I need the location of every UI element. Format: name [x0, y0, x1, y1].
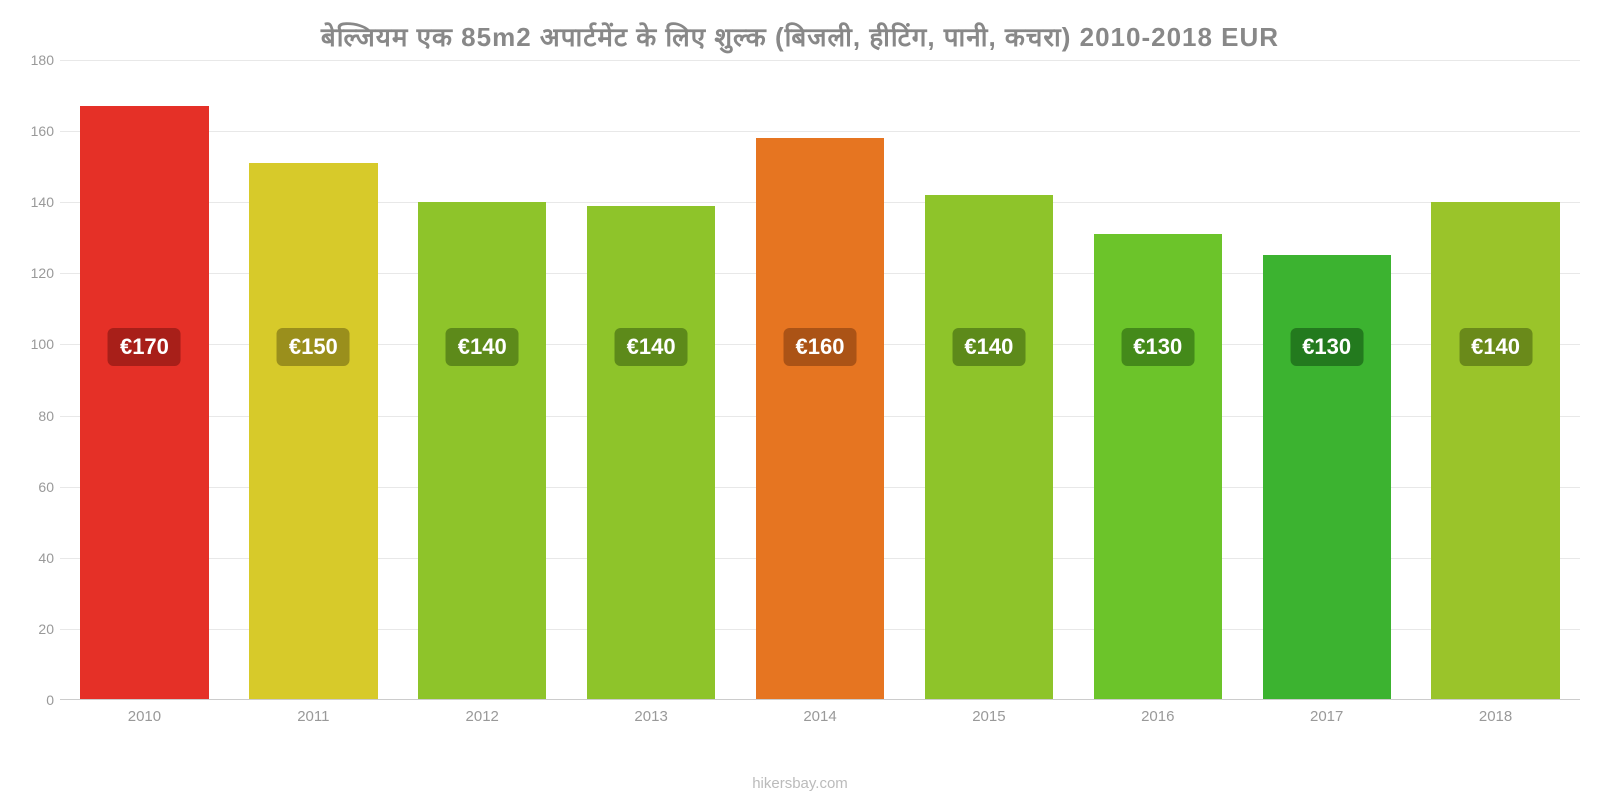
y-axis-label: 80	[20, 408, 54, 424]
bar	[587, 206, 715, 699]
bar	[80, 106, 208, 699]
value-badge: €140	[615, 328, 688, 366]
bars-container: €170 €150 €140 €140 €160 €140 €130 €130 €140	[60, 60, 1580, 699]
x-axis-label: 2013	[567, 708, 736, 725]
bar-slot: €140	[1411, 60, 1580, 699]
bar-slot: €140	[904, 60, 1073, 699]
y-axis-label: 20	[20, 621, 54, 637]
bar-slot: €130	[1073, 60, 1242, 699]
y-axis-label: 120	[20, 265, 54, 281]
chart-area: 020406080100120140160180 €170€150€140€14…	[60, 60, 1580, 730]
y-axis-label: 0	[20, 692, 54, 708]
bar	[1431, 202, 1559, 699]
bar-slot: €140	[398, 60, 567, 699]
x-axis-label: 2010	[60, 708, 229, 725]
bar	[925, 195, 1053, 699]
bar-slot: €140	[567, 60, 736, 699]
y-axis-label: 60	[20, 479, 54, 495]
x-axis-label: 2011	[229, 708, 398, 725]
bar	[418, 202, 546, 699]
x-axis-label: 2018	[1411, 708, 1580, 725]
bar-slot: €150	[229, 60, 398, 699]
x-axis-labels: 201020112012201320142015201620172018	[60, 708, 1580, 725]
value-badge: €160	[784, 328, 857, 366]
y-axis-label: 40	[20, 550, 54, 566]
bar	[249, 163, 377, 699]
bar-slot: €130	[1242, 60, 1411, 699]
x-axis-label: 2012	[398, 708, 567, 725]
value-badge: €140	[446, 328, 519, 366]
bar	[756, 138, 884, 699]
x-axis-label: 2017	[1242, 708, 1411, 725]
y-axis-label: 100	[20, 336, 54, 352]
plot-region: 020406080100120140160180 €170€150€140€14…	[60, 60, 1580, 700]
value-badge: €130	[1121, 328, 1194, 366]
x-axis-label: 2016	[1073, 708, 1242, 725]
x-axis-label: 2015	[904, 708, 1073, 725]
value-badge: €140	[952, 328, 1025, 366]
bar-slot: €170	[60, 60, 229, 699]
bar	[1094, 234, 1222, 699]
y-axis-label: 160	[20, 123, 54, 139]
bar	[1263, 255, 1391, 699]
value-badge: €170	[108, 328, 181, 366]
value-badge: €150	[277, 328, 350, 366]
bar-slot: €160	[736, 60, 905, 699]
y-axis-label: 180	[20, 52, 54, 68]
footer-source: hikersbay.com	[0, 775, 1600, 792]
y-axis-label: 140	[20, 194, 54, 210]
value-badge: €130	[1290, 328, 1363, 366]
chart-title: बेल्जियम एक 85m2 अपार्टमेंट के लिए शुल्क…	[0, 0, 1600, 54]
x-axis-label: 2014	[736, 708, 905, 725]
value-badge: €140	[1459, 328, 1532, 366]
